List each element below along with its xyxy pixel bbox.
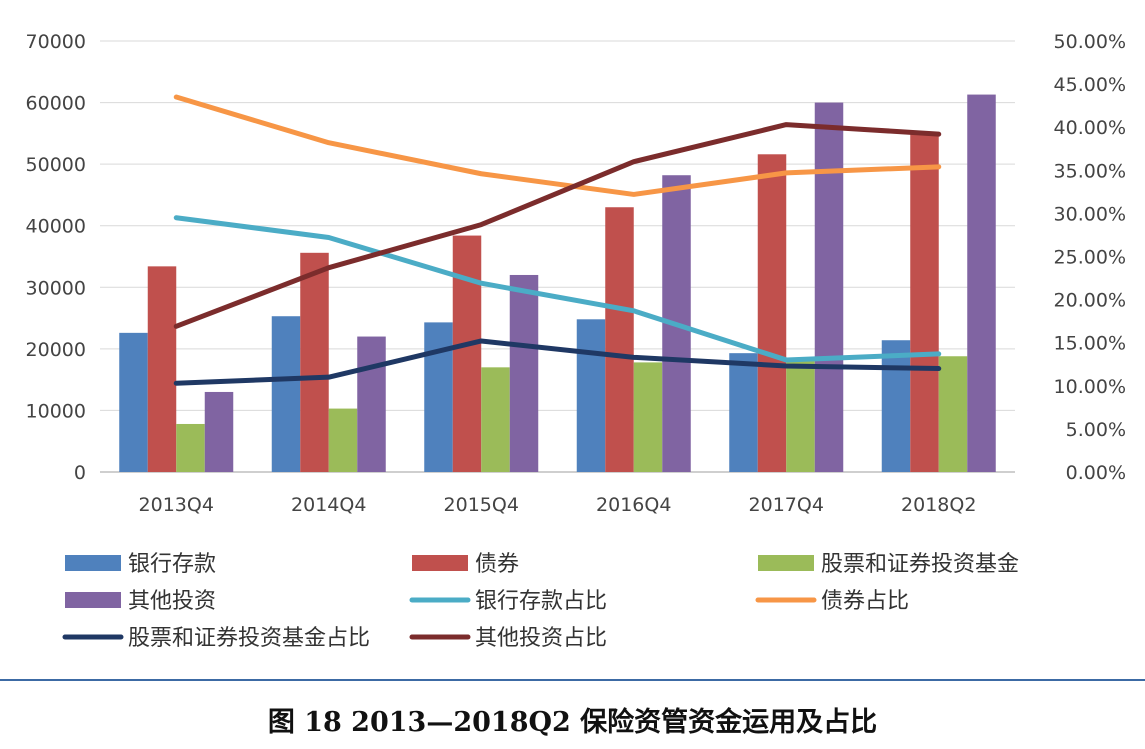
legend-label: 其他投资 — [128, 589, 216, 614]
right-tick-label: 35.00% — [1054, 160, 1126, 182]
left-tick-label: 60000 — [26, 93, 86, 115]
left-tick-label: 10000 — [26, 400, 86, 422]
legend-label: 银行存款 — [128, 552, 216, 577]
legend-swatch — [758, 555, 814, 571]
legend-label: 股票和证券投资基金占比 — [128, 626, 370, 651]
legend-item: 债券 — [412, 552, 519, 577]
caption-divider — [0, 679, 1145, 681]
legend-item: 银行存款 — [65, 552, 216, 577]
legend-label: 银行存款占比 — [475, 589, 607, 614]
legend-item: 其他投资占比 — [409, 626, 607, 651]
bar — [300, 252, 329, 472]
bar — [605, 207, 634, 472]
line-series — [173, 215, 942, 363]
right-tick-label: 15.00% — [1054, 333, 1126, 355]
gridlines — [100, 40, 1015, 473]
figure-caption: 图 18 2013—2018Q2 保险资管资金运用及占比 — [267, 707, 878, 738]
line-series-group — [173, 94, 942, 386]
bar — [633, 362, 663, 472]
left-tick-label: 50000 — [26, 154, 86, 176]
bar — [176, 423, 205, 472]
line-series — [173, 122, 942, 329]
bar — [786, 358, 815, 472]
right-tick-label: 20.00% — [1054, 290, 1126, 312]
right-tick-label: 40.00% — [1054, 117, 1126, 139]
bar — [424, 322, 453, 472]
bar — [967, 94, 996, 473]
legend-swatch — [65, 592, 121, 608]
category-label: 2015Q4 — [444, 494, 519, 516]
right-y-axis: 0.00% 5.00% 10.00% 15.00% 20.00% 25.00% 30.00%… — [1054, 31, 1126, 484]
legend-swatch — [412, 555, 468, 571]
legend-item: 股票和证券投资基金 — [758, 552, 1019, 577]
bar — [271, 316, 301, 472]
bar — [481, 367, 510, 472]
category-label: 2018Q2 — [901, 494, 976, 516]
bar — [881, 340, 911, 472]
combo-chart: 0 10000 20000 30000 40000 50000 60000 70000 0.0… — [26, 31, 1126, 651]
bar — [204, 391, 234, 472]
left-y-axis: 0 10000 20000 30000 40000 50000 60000 70000 — [26, 31, 86, 484]
bar — [452, 235, 482, 472]
legend-label: 债券 — [475, 552, 519, 577]
category-label: 2016Q4 — [596, 494, 671, 516]
legend-label: 债券占比 — [821, 589, 909, 614]
bar-series — [119, 316, 911, 472]
left-tick-label: 20000 — [26, 339, 86, 361]
right-tick-label: 25.00% — [1054, 247, 1126, 269]
bar — [147, 266, 177, 472]
legend-item: 其他投资 — [65, 589, 216, 614]
bar-series-group — [119, 94, 996, 473]
left-tick-label: 40000 — [26, 216, 86, 238]
bar — [576, 319, 606, 472]
bar — [357, 336, 386, 472]
category-axis: 2013Q4 2014Q4 2015Q4 2016Q4 2017Q4 2018Q2 — [139, 494, 977, 516]
right-tick-label: 45.00% — [1054, 74, 1126, 96]
bar — [814, 102, 844, 473]
right-tick-label: 10.00% — [1054, 376, 1126, 398]
right-tick-label: 30.00% — [1054, 203, 1126, 225]
bar — [938, 356, 968, 472]
category-label: 2017Q4 — [749, 494, 824, 516]
legend-item: 债券占比 — [755, 589, 909, 614]
bar-series — [147, 133, 939, 472]
bar — [509, 274, 539, 472]
legend-item: 股票和证券投资基金占比 — [62, 626, 370, 651]
right-tick-label: 50.00% — [1054, 31, 1126, 53]
right-tick-label: 0.00% — [1066, 462, 1126, 484]
legend-label: 股票和证券投资基金 — [821, 552, 1019, 577]
legend-swatch — [65, 555, 121, 571]
line-series — [173, 94, 942, 197]
bar — [119, 332, 148, 472]
right-tick-label: 5.00% — [1066, 419, 1126, 441]
bar — [910, 133, 939, 472]
bar — [328, 408, 358, 472]
left-tick-label: 70000 — [26, 31, 86, 53]
left-tick-label: 30000 — [26, 277, 86, 299]
bar-series — [176, 356, 968, 472]
bar — [729, 353, 758, 472]
legend-item: 银行存款占比 — [409, 589, 607, 614]
legend-label: 其他投资占比 — [475, 626, 607, 651]
bar — [757, 154, 787, 472]
line-series — [173, 338, 942, 386]
left-tick-label: 0 — [74, 462, 86, 484]
category-label: 2014Q4 — [291, 494, 366, 516]
category-label: 2013Q4 — [139, 494, 214, 516]
